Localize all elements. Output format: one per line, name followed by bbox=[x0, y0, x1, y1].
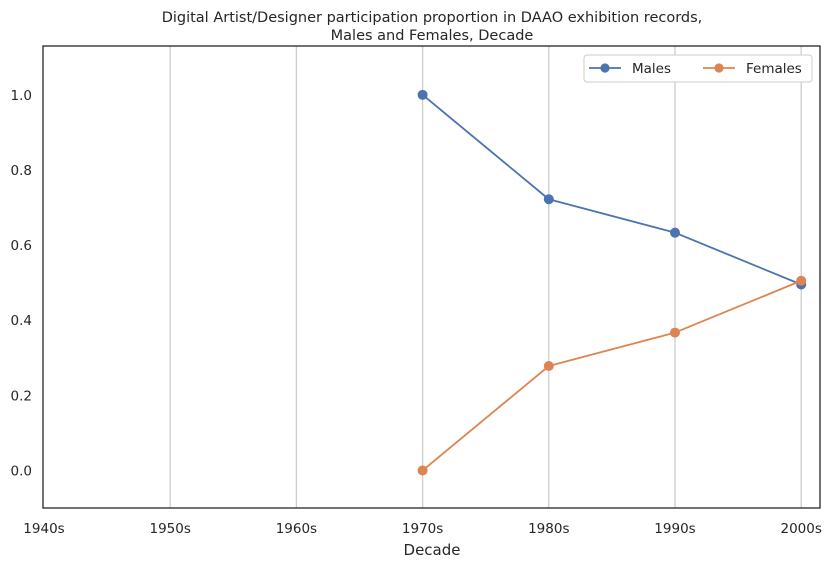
y-tick-label-0.0: 0.0 bbox=[11, 463, 32, 479]
legend-label-females: Females bbox=[746, 61, 802, 77]
data-point-males-1990s bbox=[670, 227, 681, 238]
x-tick-label-2000s: 2000s bbox=[781, 521, 822, 537]
series-layer bbox=[417, 89, 807, 476]
chart-title-line-1: Digital Artist/Designer participation pr… bbox=[162, 10, 703, 26]
legend-label-males: Males bbox=[632, 61, 671, 77]
series-females bbox=[417, 275, 807, 476]
y-tick-label-0.4: 0.4 bbox=[11, 313, 32, 329]
plot-frame bbox=[42, 45, 821, 509]
x-tick-label-1990s: 1990s bbox=[654, 521, 695, 537]
series-line-females bbox=[422, 279, 802, 472]
chart-title-line-2: Males and Females, Decade bbox=[331, 28, 534, 44]
y-tick-labels: 0.0 0.2 0.4 0.6 0.8 1.0 bbox=[11, 88, 32, 480]
x-tick-label-1950s: 1950s bbox=[150, 521, 191, 537]
legend-marker-males bbox=[600, 63, 610, 73]
data-point-females-1980s bbox=[543, 361, 554, 372]
x-tick-label-1980s: 1980s bbox=[528, 521, 569, 537]
legend-box bbox=[583, 54, 813, 83]
data-point-males-1970s bbox=[417, 89, 428, 100]
data-point-females-2000s bbox=[796, 275, 807, 286]
x-tick-label-1970s: 1970s bbox=[402, 521, 443, 537]
legend: Males Females bbox=[583, 54, 813, 83]
y-tick-label-0.6: 0.6 bbox=[11, 238, 32, 254]
data-point-females-1970s bbox=[417, 465, 428, 476]
series-line-males bbox=[422, 94, 802, 286]
data-point-males-1980s bbox=[543, 194, 554, 205]
y-tick-label-0.8: 0.8 bbox=[11, 163, 32, 179]
x-tick-label-1960s: 1960s bbox=[276, 521, 317, 537]
data-point-females-1990s bbox=[670, 327, 681, 338]
y-tick-label-0.2: 0.2 bbox=[11, 388, 32, 404]
y-tick-label-1.0: 1.0 bbox=[11, 88, 32, 104]
legend-marker-females bbox=[714, 63, 724, 73]
x-tick-label-1940s: 1940s bbox=[23, 521, 64, 537]
x-tick-labels: 1940s 1950s 1960s 1970s 1980s 1990s 2000s bbox=[23, 521, 822, 537]
series-males bbox=[417, 89, 807, 290]
grid bbox=[169, 46, 802, 508]
chart-title: Digital Artist/Designer participation pr… bbox=[162, 10, 703, 44]
x-axis-label: Decade bbox=[404, 541, 461, 559]
